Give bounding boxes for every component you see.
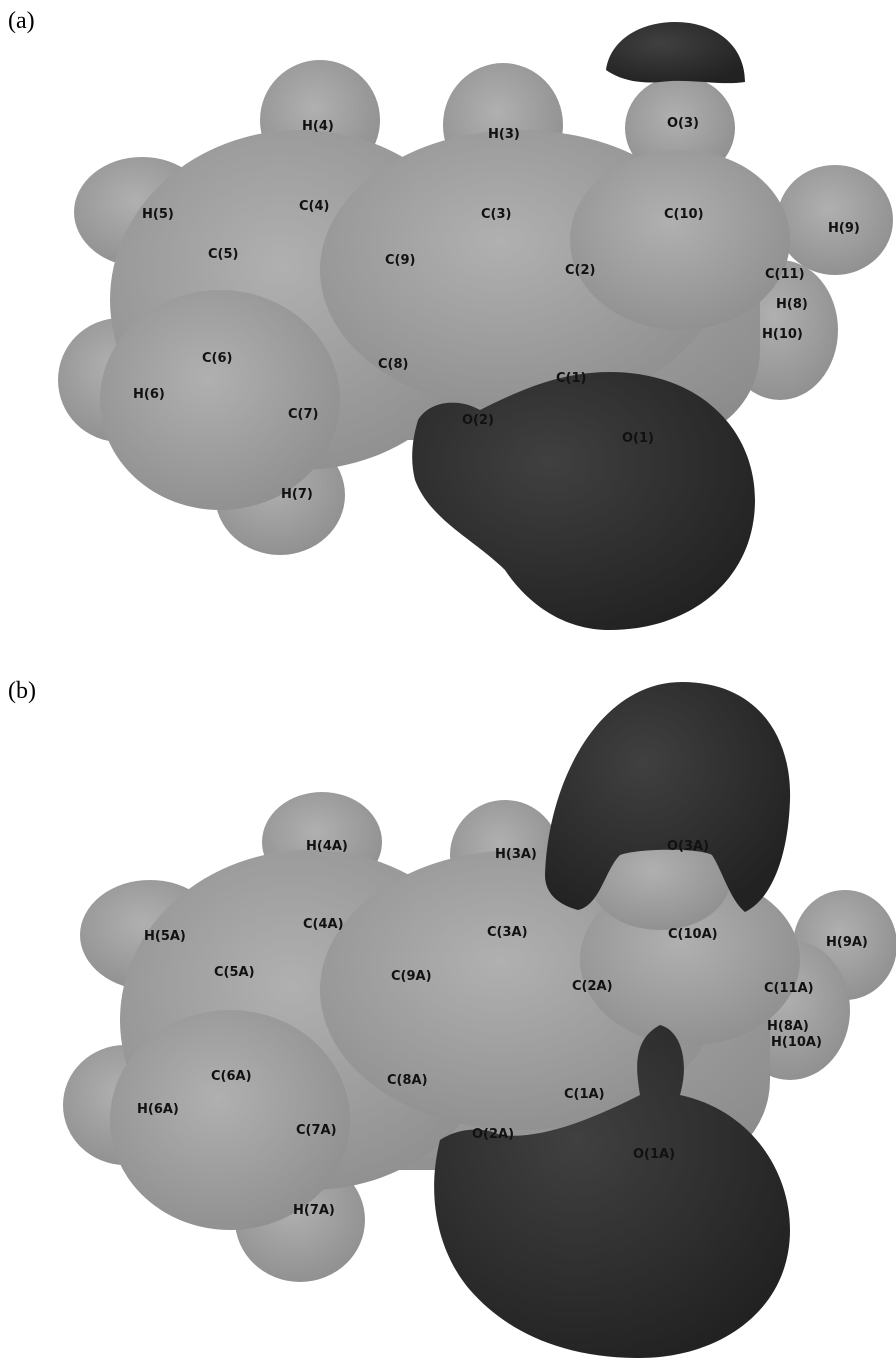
- panel-b: H(4A) H(3A) O(3A) H(5A) C(4A) C(3A) C(10…: [63, 682, 896, 1358]
- atom-label: H(6): [133, 387, 165, 402]
- atom-label: H(10A): [771, 1035, 822, 1050]
- atom-label: C(9): [385, 253, 415, 268]
- atom-label: H(6A): [137, 1102, 179, 1117]
- atom-label: C(2): [565, 263, 595, 278]
- panel-b-atom-labels: H(4A) H(3A) O(3A) H(5A) C(4A) C(3A) C(10…: [137, 839, 868, 1218]
- atom-label: C(5): [208, 247, 238, 262]
- atom-label: O(3A): [667, 839, 709, 854]
- atom-label: C(1): [556, 371, 586, 386]
- atom-label: O(1): [622, 431, 654, 446]
- atom-label: C(11): [765, 267, 805, 282]
- atom-label: H(5A): [144, 929, 186, 944]
- atom-label: C(4): [299, 199, 329, 214]
- atom-label: H(4): [302, 119, 334, 134]
- panel-a-molecular-surface: [58, 60, 893, 555]
- panel-a: H(4) H(3) O(3) H(5) C(4) C(3) C(10) H(9)…: [58, 22, 893, 630]
- atom-label: C(7A): [296, 1123, 337, 1138]
- panel-b-molecular-surface: [63, 792, 896, 1282]
- atom-label: H(9): [828, 221, 860, 236]
- atom-label: O(3): [667, 116, 699, 131]
- atom-label: H(5): [142, 207, 174, 222]
- atom-label: O(1A): [633, 1147, 675, 1162]
- panel-b-label: (b): [8, 678, 36, 704]
- panel-a-label: (a): [8, 8, 35, 34]
- atom-label: C(10A): [668, 927, 718, 942]
- atom-label: C(4A): [303, 917, 344, 932]
- atom-label: C(6): [202, 351, 232, 366]
- atom-label: H(3): [488, 127, 520, 142]
- atom-label: C(11A): [764, 981, 814, 996]
- atom-label: C(1A): [564, 1087, 605, 1102]
- atom-label: H(8A): [767, 1019, 809, 1034]
- atom-label: H(3A): [495, 847, 537, 862]
- atom-label: H(7): [281, 487, 313, 502]
- atom-label: H(7A): [293, 1203, 335, 1218]
- atom-label: H(10): [762, 327, 803, 342]
- atom-label: C(9A): [391, 969, 432, 984]
- atom-label: H(9A): [826, 935, 868, 950]
- atom-label: H(4A): [306, 839, 348, 854]
- atom-label: C(3): [481, 207, 511, 222]
- panel-a-atom-labels: H(4) H(3) O(3) H(5) C(4) C(3) C(10) H(9)…: [133, 116, 860, 502]
- atom-label: C(10): [664, 207, 704, 222]
- atom-label: C(8A): [387, 1073, 428, 1088]
- panel-a-negative-regions: [412, 22, 755, 630]
- atom-label: O(2A): [472, 1127, 514, 1142]
- atom-label: C(5A): [214, 965, 255, 980]
- panel-b-negative-regions: [434, 682, 791, 1358]
- atom-label: H(8): [776, 297, 808, 312]
- atom-label: O(2): [462, 413, 494, 428]
- atom-label: C(8): [378, 357, 408, 372]
- atom-label: C(6A): [211, 1069, 252, 1084]
- atom-label: C(7): [288, 407, 318, 422]
- atom-label: C(2A): [572, 979, 613, 994]
- atom-label: C(3A): [487, 925, 528, 940]
